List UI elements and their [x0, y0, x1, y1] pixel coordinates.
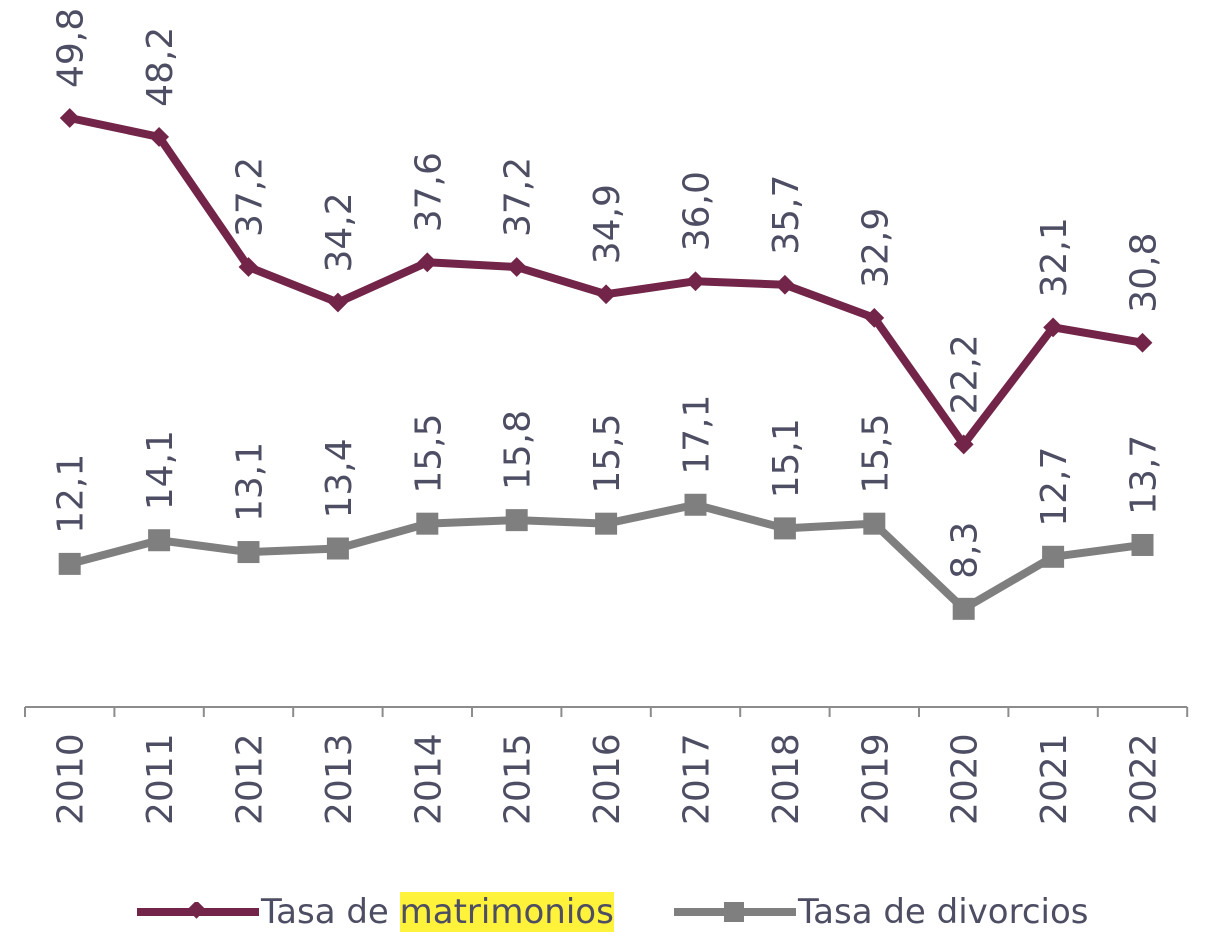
data-point-divorcios — [773, 517, 796, 540]
line-chart: 2010 2011 2012 2013 2014 2015 2016 2017 2018 2019… — [24, 8, 1189, 825]
legend-label-matrimonios: Tasa de matrimonios — [261, 892, 614, 932]
data-label-divorcios: 15,5 — [855, 414, 896, 494]
data-label-matrimonios: 34,2 — [319, 192, 360, 272]
data-point-matrimonios — [685, 271, 706, 292]
data-labels: 49,8 48,2 37,2 34,2 37,6 37,2 34,9 36,0 35,7 32,9… — [51, 8, 1165, 579]
x-tick-label: 2011 — [140, 733, 181, 825]
data-label-matrimonios: 37,2 — [498, 157, 539, 237]
data-point-divorcios — [148, 529, 171, 552]
legend-swatch-divorcios — [674, 902, 796, 922]
data-point-matrimonios — [59, 108, 80, 128]
data-point-divorcios — [505, 509, 528, 532]
x-tick-label: 2010 — [51, 733, 92, 825]
data-label-matrimonios: 37,6 — [408, 152, 449, 232]
x-axis: 2010 2011 2012 2013 2014 2015 2016 2017 2018 2019… — [24, 706, 1189, 825]
x-tick-label: 2014 — [408, 733, 449, 825]
data-label-divorcios: 17,1 — [677, 395, 718, 475]
data-label-divorcios: 14,1 — [140, 430, 181, 510]
data-label-divorcios: 12,7 — [1034, 447, 1075, 527]
data-label-matrimonios: 22,2 — [945, 334, 986, 414]
legend-label-divorcios: Tasa de divorcios — [798, 892, 1089, 932]
data-label-divorcios: 15,1 — [766, 418, 807, 498]
diamond-marker-icon — [187, 902, 206, 919]
data-label-matrimonios: 48,2 — [140, 27, 181, 107]
data-point-divorcios — [1042, 545, 1065, 568]
data-point-matrimonios — [953, 434, 974, 455]
x-tick-label: 2020 — [945, 733, 986, 825]
legend-item-matrimonios: Tasa de matrimonios — [135, 880, 614, 944]
data-label-divorcios: 13,4 — [319, 438, 360, 518]
x-tick-label: 2022 — [1124, 733, 1165, 825]
data-label-divorcios: 12,1 — [51, 454, 92, 534]
data-point-matrimonios — [1132, 332, 1153, 353]
data-point-matrimonios — [864, 307, 885, 328]
legend-item-divorcios: Tasa de divorcios — [672, 880, 1088, 944]
x-tick-label: 2017 — [677, 733, 718, 825]
data-point-divorcios — [58, 552, 81, 575]
data-point-divorcios — [684, 493, 707, 516]
data-label-matrimonios: 49,8 — [51, 8, 92, 88]
data-label-matrimonios: 30,8 — [1124, 233, 1165, 313]
data-label-divorcios: 8,3 — [945, 522, 986, 579]
data-point-matrimonios — [328, 292, 348, 313]
data-label-matrimonios: 34,9 — [587, 184, 628, 264]
data-label-matrimonios: 36,0 — [677, 171, 718, 251]
square-marker-icon — [724, 902, 744, 922]
data-point-matrimonios — [775, 274, 795, 295]
legend: Tasa de matrimonios Tasa de divorcios — [0, 880, 1217, 944]
data-point-divorcios — [952, 597, 975, 620]
data-label-divorcios: 15,5 — [587, 414, 628, 494]
data-point-matrimonios — [596, 284, 616, 305]
data-point-divorcios — [237, 541, 260, 564]
data-label-divorcios: 13,7 — [1124, 435, 1165, 515]
x-tick-label: 2015 — [498, 733, 539, 825]
data-label-matrimonios: 32,9 — [855, 208, 896, 288]
data-point-divorcios — [326, 537, 349, 560]
data-point-divorcios — [1131, 533, 1154, 556]
data-point-divorcios — [416, 512, 439, 535]
legend-swatch-matrimonios — [137, 902, 259, 919]
x-tick-label: 2013 — [319, 733, 360, 825]
data-point-divorcios — [595, 512, 618, 535]
data-point-matrimonios — [238, 257, 259, 277]
x-tick-label: 2018 — [766, 733, 807, 825]
data-point-matrimonios — [506, 257, 527, 277]
data-point-matrimonios — [149, 127, 169, 147]
plot-area — [58, 108, 1154, 620]
data-label-divorcios: 15,5 — [408, 414, 449, 494]
data-label-matrimonios: 35,7 — [766, 175, 807, 255]
data-label-matrimonios: 37,2 — [230, 157, 271, 237]
x-tick-label: 2021 — [1034, 733, 1075, 825]
data-label-divorcios: 15,8 — [498, 410, 539, 490]
data-point-matrimonios — [1043, 317, 1063, 338]
data-label-divorcios: 13,1 — [230, 442, 271, 522]
data-label-matrimonios: 32,1 — [1034, 217, 1075, 297]
x-tick-label: 2012 — [230, 733, 271, 825]
x-tick-label: 2016 — [587, 733, 628, 825]
highlighted-word: matrimonios — [399, 892, 614, 932]
data-point-divorcios — [863, 512, 886, 535]
x-tick-label: 2019 — [855, 733, 896, 825]
